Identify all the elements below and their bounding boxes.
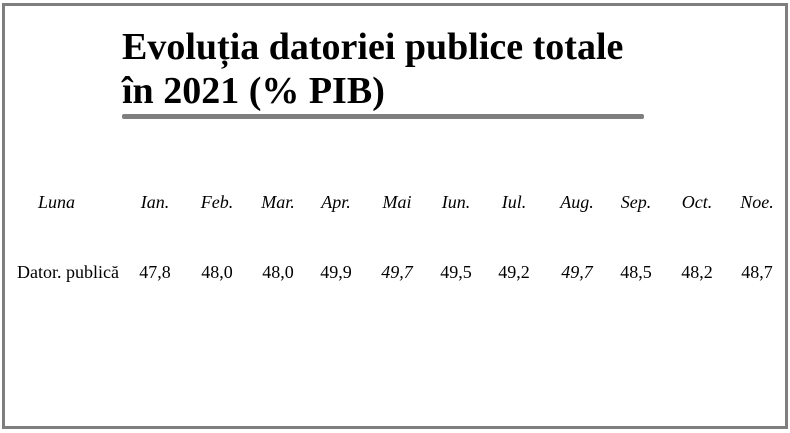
- month-header: Iul.: [501, 192, 527, 212]
- month-header: Sep.: [620, 192, 652, 212]
- month-header: Oct.: [681, 192, 713, 212]
- month-header: Apr.: [321, 192, 351, 212]
- month-header: Mai: [382, 192, 412, 212]
- value-cell: 48,5: [620, 262, 652, 282]
- value-cell: 48,7: [741, 262, 773, 282]
- page-title: Evoluția datoriei publice totale în 2021…: [122, 25, 682, 113]
- row-header-label: Luna: [38, 192, 76, 212]
- row-label: Dator. publică: [17, 262, 119, 282]
- value-cell: 49,9: [320, 262, 352, 282]
- value-cell: 48,0: [201, 262, 233, 282]
- month-header: Iun.: [441, 192, 471, 212]
- title-line-1: Evoluția datoriei publice totale: [122, 26, 624, 68]
- value-cell: 48,0: [262, 262, 294, 282]
- title-underline: [122, 114, 644, 119]
- value-cell: 49,7: [381, 262, 413, 282]
- title-line-2: în 2021 (% PIB): [122, 70, 385, 112]
- value-cell: 49,2: [498, 262, 530, 282]
- month-header: Mar.: [261, 192, 295, 212]
- value-cell: 47,8: [139, 262, 171, 282]
- value-cell: 48,2: [681, 262, 713, 282]
- month-header: Aug.: [560, 192, 594, 212]
- document-frame: [2, 3, 788, 429]
- value-cell: 49,5: [440, 262, 472, 282]
- month-header: Ian.: [140, 192, 170, 212]
- month-header: Noe.: [740, 192, 774, 212]
- month-header: Feb.: [200, 192, 234, 212]
- value-cell: 49,7: [561, 262, 593, 282]
